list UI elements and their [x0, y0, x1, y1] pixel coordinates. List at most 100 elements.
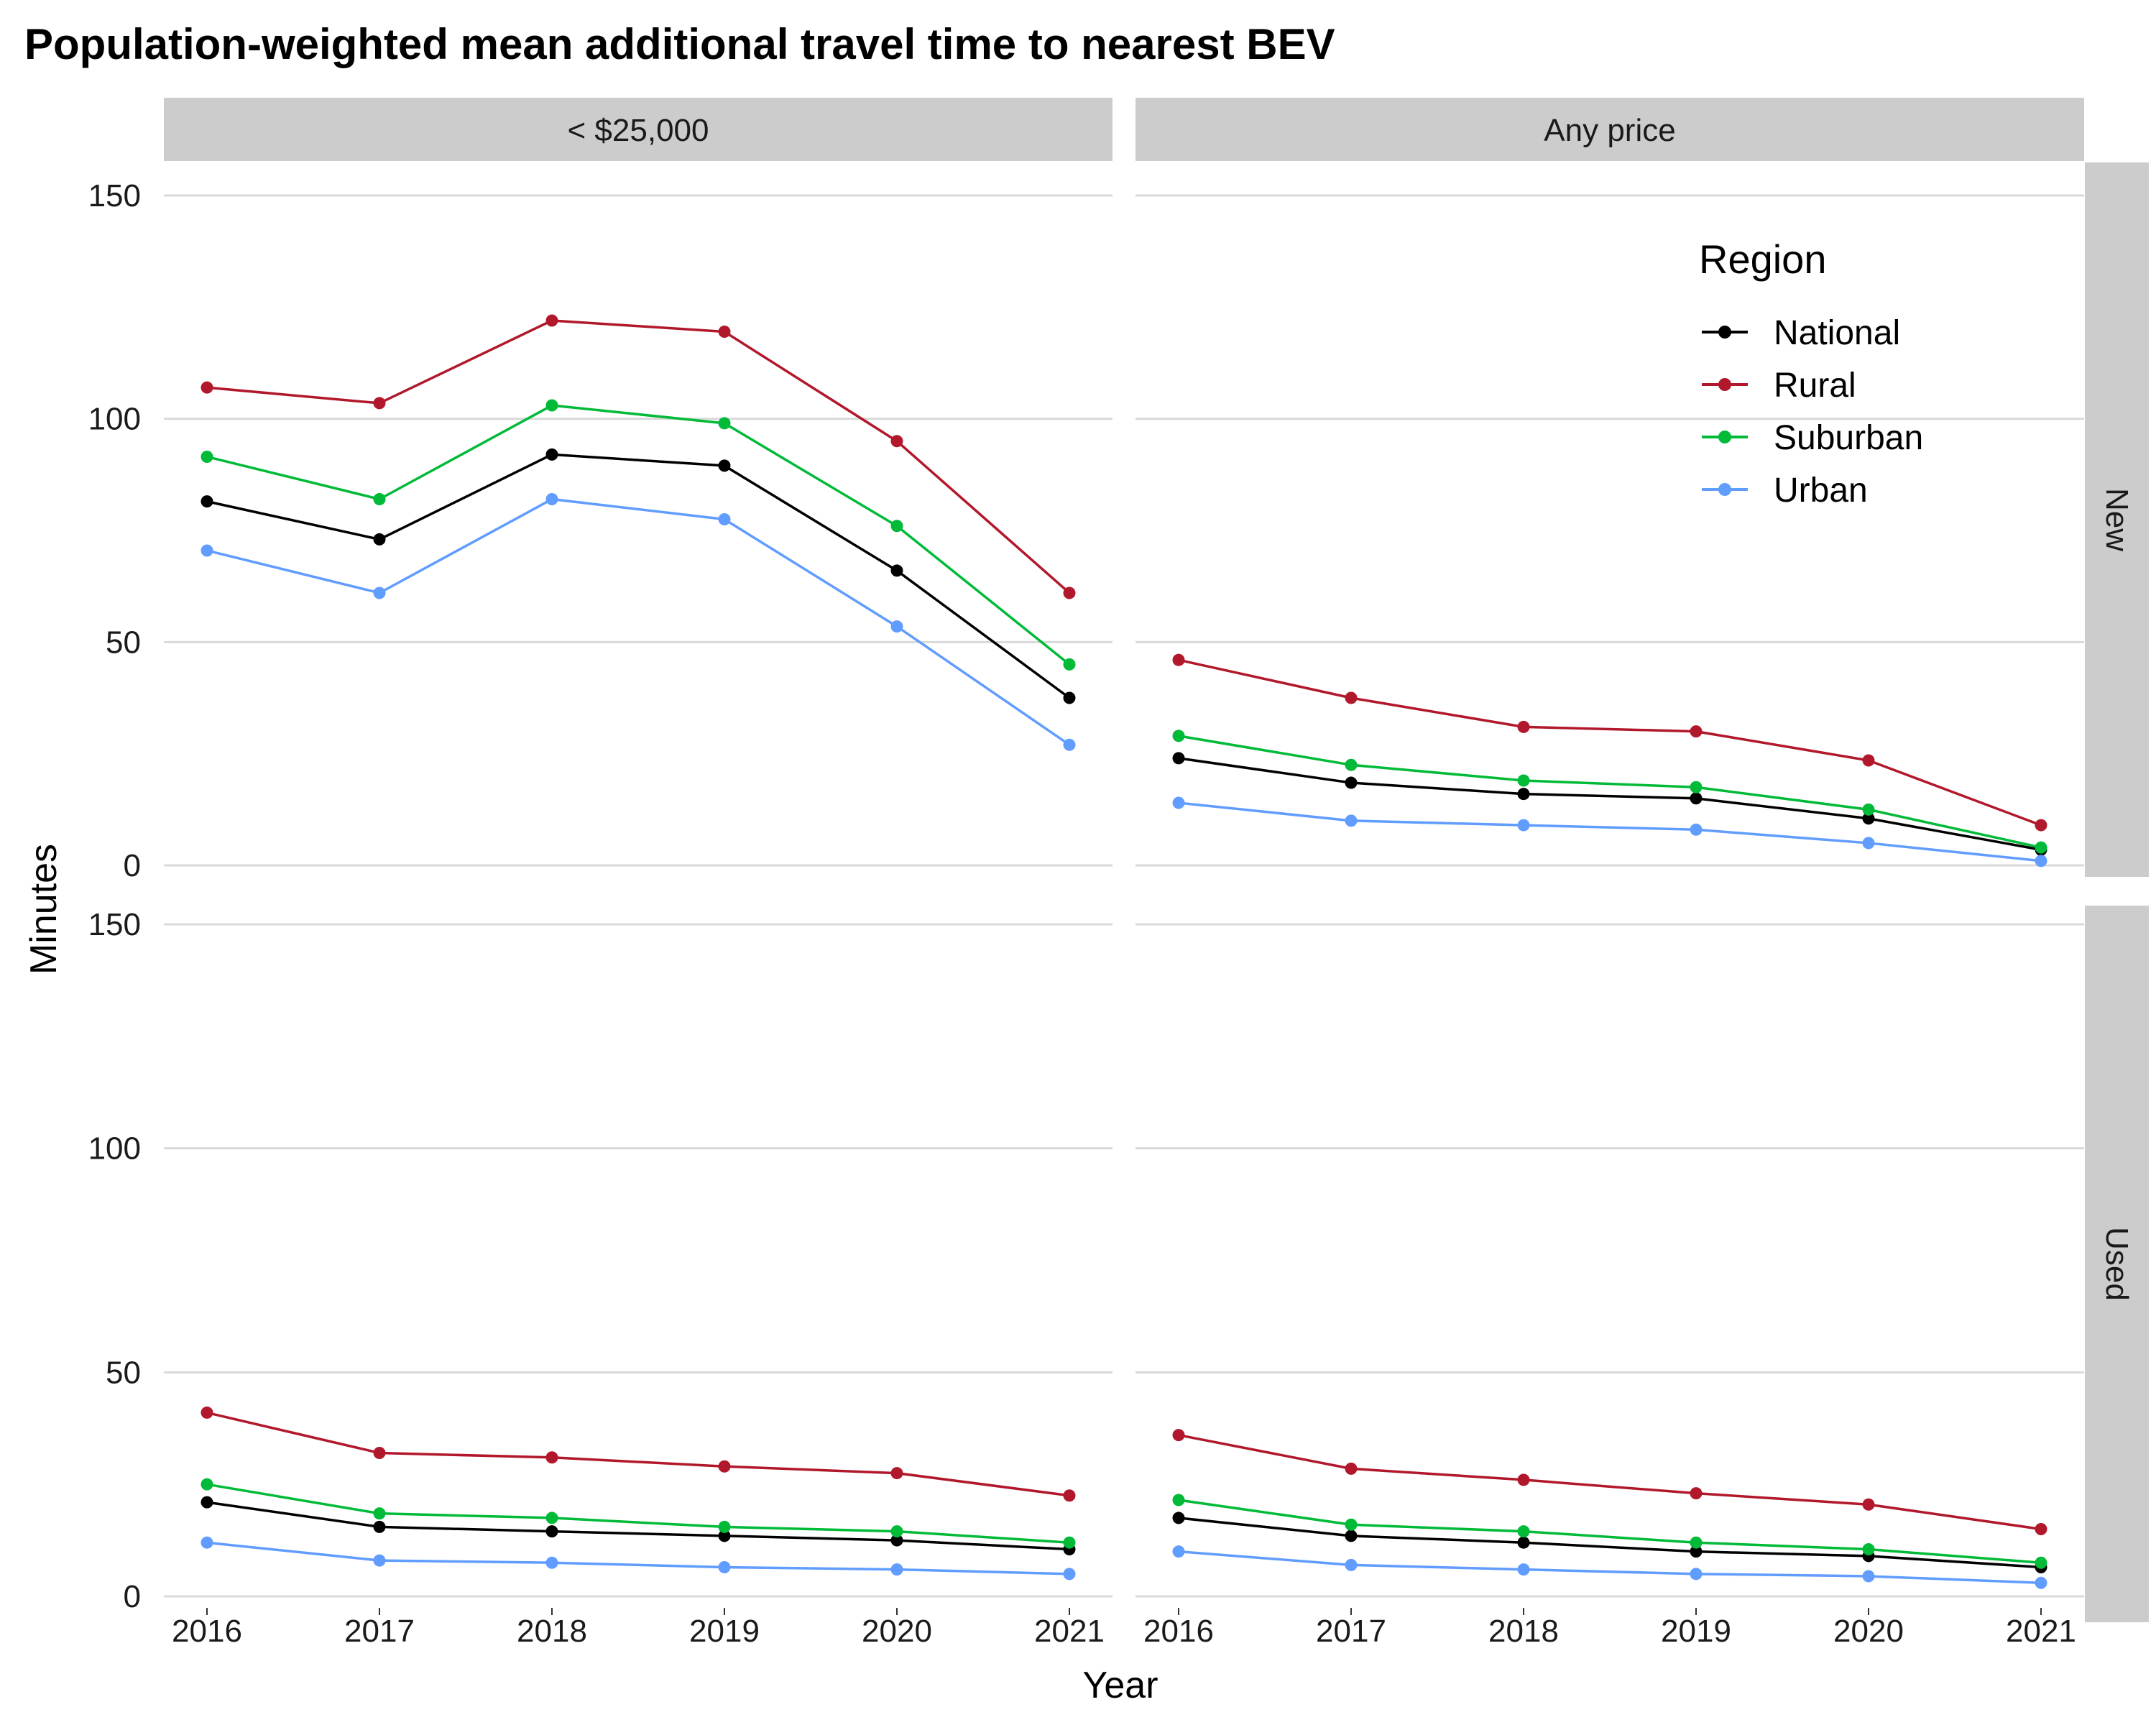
- panel-any-price-used: [1172, 1429, 2047, 1589]
- legend-label-suburban: Suburban: [1774, 419, 1923, 457]
- data-point-suburban-2020: [890, 520, 903, 533]
- series-line-urban: [206, 1541, 1070, 1576]
- data-point-suburban-2017: [373, 1507, 386, 1520]
- data-point-urban-2018: [545, 1556, 558, 1569]
- data-point-urban-2021: [2035, 1576, 2047, 1589]
- data-point-rural-2021: [1063, 586, 1076, 599]
- data-point-rural-2021: [2035, 819, 2047, 832]
- legend-title: Region: [1699, 236, 1826, 282]
- x-tick-label: 2019: [689, 1614, 760, 1649]
- data-point-rural-2016: [1172, 653, 1185, 666]
- data-point-national-2019: [1690, 1545, 1703, 1558]
- data-point-urban-2018: [545, 493, 558, 506]
- data-point-national-2020: [890, 564, 903, 577]
- y-axis-title: Minutes: [23, 844, 65, 975]
- legend-label-rural: Rural: [1774, 367, 1856, 405]
- series-line-rural: [206, 319, 1071, 594]
- data-point-urban-2017: [1345, 814, 1358, 827]
- y-tick-label: 50: [106, 1355, 141, 1390]
- series-line-suburban: [1178, 735, 2042, 849]
- data-point-suburban-2016: [1172, 1494, 1185, 1506]
- panel-25-000-new: [201, 314, 1076, 751]
- data-point-national-2018: [545, 1525, 558, 1538]
- data-point-national-2017: [1345, 776, 1358, 789]
- data-point-rural-2018: [545, 1451, 558, 1464]
- data-point-suburban-2019: [718, 1520, 731, 1533]
- x-tick-label: 2020: [1833, 1614, 1904, 1649]
- data-point-suburban-2017: [373, 493, 386, 506]
- data-point-national-2021: [1063, 691, 1076, 704]
- data-point-rural-2021: [2035, 1523, 2047, 1535]
- data-point-rural-2016: [201, 1406, 213, 1419]
- data-point-suburban-2021: [2035, 1556, 2047, 1569]
- data-point-national-2018: [545, 448, 558, 461]
- data-point-national-2016: [1172, 752, 1185, 765]
- data-point-suburban-2019: [1690, 1536, 1703, 1549]
- data-point-urban-2017: [373, 586, 386, 599]
- data-point-national-2018: [1517, 788, 1530, 801]
- panel-any-price-new: [1172, 653, 2047, 868]
- y-tick-label: 100: [88, 1131, 141, 1167]
- series-line-suburban: [206, 1483, 1070, 1544]
- row-strip-label: Used: [2099, 1227, 2134, 1301]
- data-point-rural-2020: [890, 435, 903, 448]
- data-point-suburban-2019: [718, 417, 731, 430]
- data-point-national-2017: [373, 533, 386, 546]
- panel-25-000-used: [201, 1406, 1076, 1581]
- data-point-urban-2019: [718, 1560, 731, 1573]
- data-point-urban-2018: [1517, 1563, 1530, 1576]
- chart-title: Population-weighted mean additional trav…: [24, 20, 1335, 68]
- data-point-urban-2021: [2035, 855, 2047, 868]
- data-point-urban-2016: [1172, 796, 1185, 809]
- data-point-suburban-2016: [201, 1478, 213, 1491]
- legend-key-point-suburban: [1718, 431, 1731, 443]
- x-tick-label: 2018: [1488, 1614, 1559, 1649]
- series-line-rural: [1178, 1433, 2042, 1531]
- data-point-suburban-2020: [890, 1525, 903, 1538]
- data-point-national-2018: [1517, 1536, 1530, 1549]
- data-point-suburban-2021: [1063, 658, 1076, 671]
- data-point-suburban-2018: [1517, 774, 1530, 787]
- column-strip-label: Any price: [1544, 113, 1675, 148]
- data-point-rural-2018: [1517, 720, 1530, 733]
- x-tick-label: 2021: [2006, 1614, 2076, 1649]
- data-point-rural-2020: [1862, 1498, 1875, 1511]
- data-point-rural-2019: [718, 326, 731, 339]
- y-tick-label: 50: [106, 625, 141, 660]
- column-strip-any-price: [1135, 98, 2084, 161]
- series-line-urban: [206, 497, 1070, 746]
- series-line-urban: [1178, 801, 2042, 862]
- data-point-national-2019: [718, 459, 731, 472]
- x-tick-label: 2018: [517, 1614, 587, 1649]
- data-point-urban-2019: [1690, 823, 1703, 836]
- x-tick-label: 2016: [1143, 1614, 1214, 1649]
- series-line-suburban: [206, 404, 1071, 666]
- legend-label-urban: Urban: [1774, 472, 1868, 510]
- data-point-urban-2020: [890, 1563, 903, 1576]
- data-point-rural-2017: [1345, 691, 1358, 704]
- data-point-national-2020: [890, 1534, 903, 1547]
- data-point-rural-2020: [1862, 754, 1875, 767]
- data-point-urban-2016: [1172, 1545, 1185, 1558]
- x-axis-title: Year: [1082, 1665, 1158, 1706]
- data-point-urban-2019: [1690, 1568, 1703, 1581]
- data-point-urban-2017: [373, 1554, 386, 1567]
- data-point-national-2020: [1862, 812, 1875, 825]
- data-point-suburban-2021: [2035, 841, 2047, 854]
- data-point-rural-2021: [1063, 1489, 1076, 1502]
- data-point-national-2016: [201, 495, 213, 508]
- row-strip-used: [2085, 906, 2149, 1622]
- data-point-suburban-2016: [201, 450, 213, 463]
- axes-layer: 0 50 100 150 0 50 100 150 2016 2017 2018 2019 2020 20…: [88, 178, 2076, 1649]
- series-line-rural: [206, 1411, 1070, 1497]
- column-strip-label: < $25,000: [568, 113, 709, 148]
- data-point-rural-2018: [545, 314, 558, 327]
- data-point-urban-2020: [1862, 1570, 1875, 1583]
- y-tick-label: 100: [88, 402, 141, 437]
- legend-key-point-rural: [1718, 378, 1731, 391]
- series-line-rural: [1178, 658, 2042, 827]
- data-point-rural-2019: [1690, 1487, 1703, 1500]
- panels-layer: < $25,000 Any price New Used: [164, 98, 2149, 1622]
- row-strip-label: New: [2099, 488, 2134, 551]
